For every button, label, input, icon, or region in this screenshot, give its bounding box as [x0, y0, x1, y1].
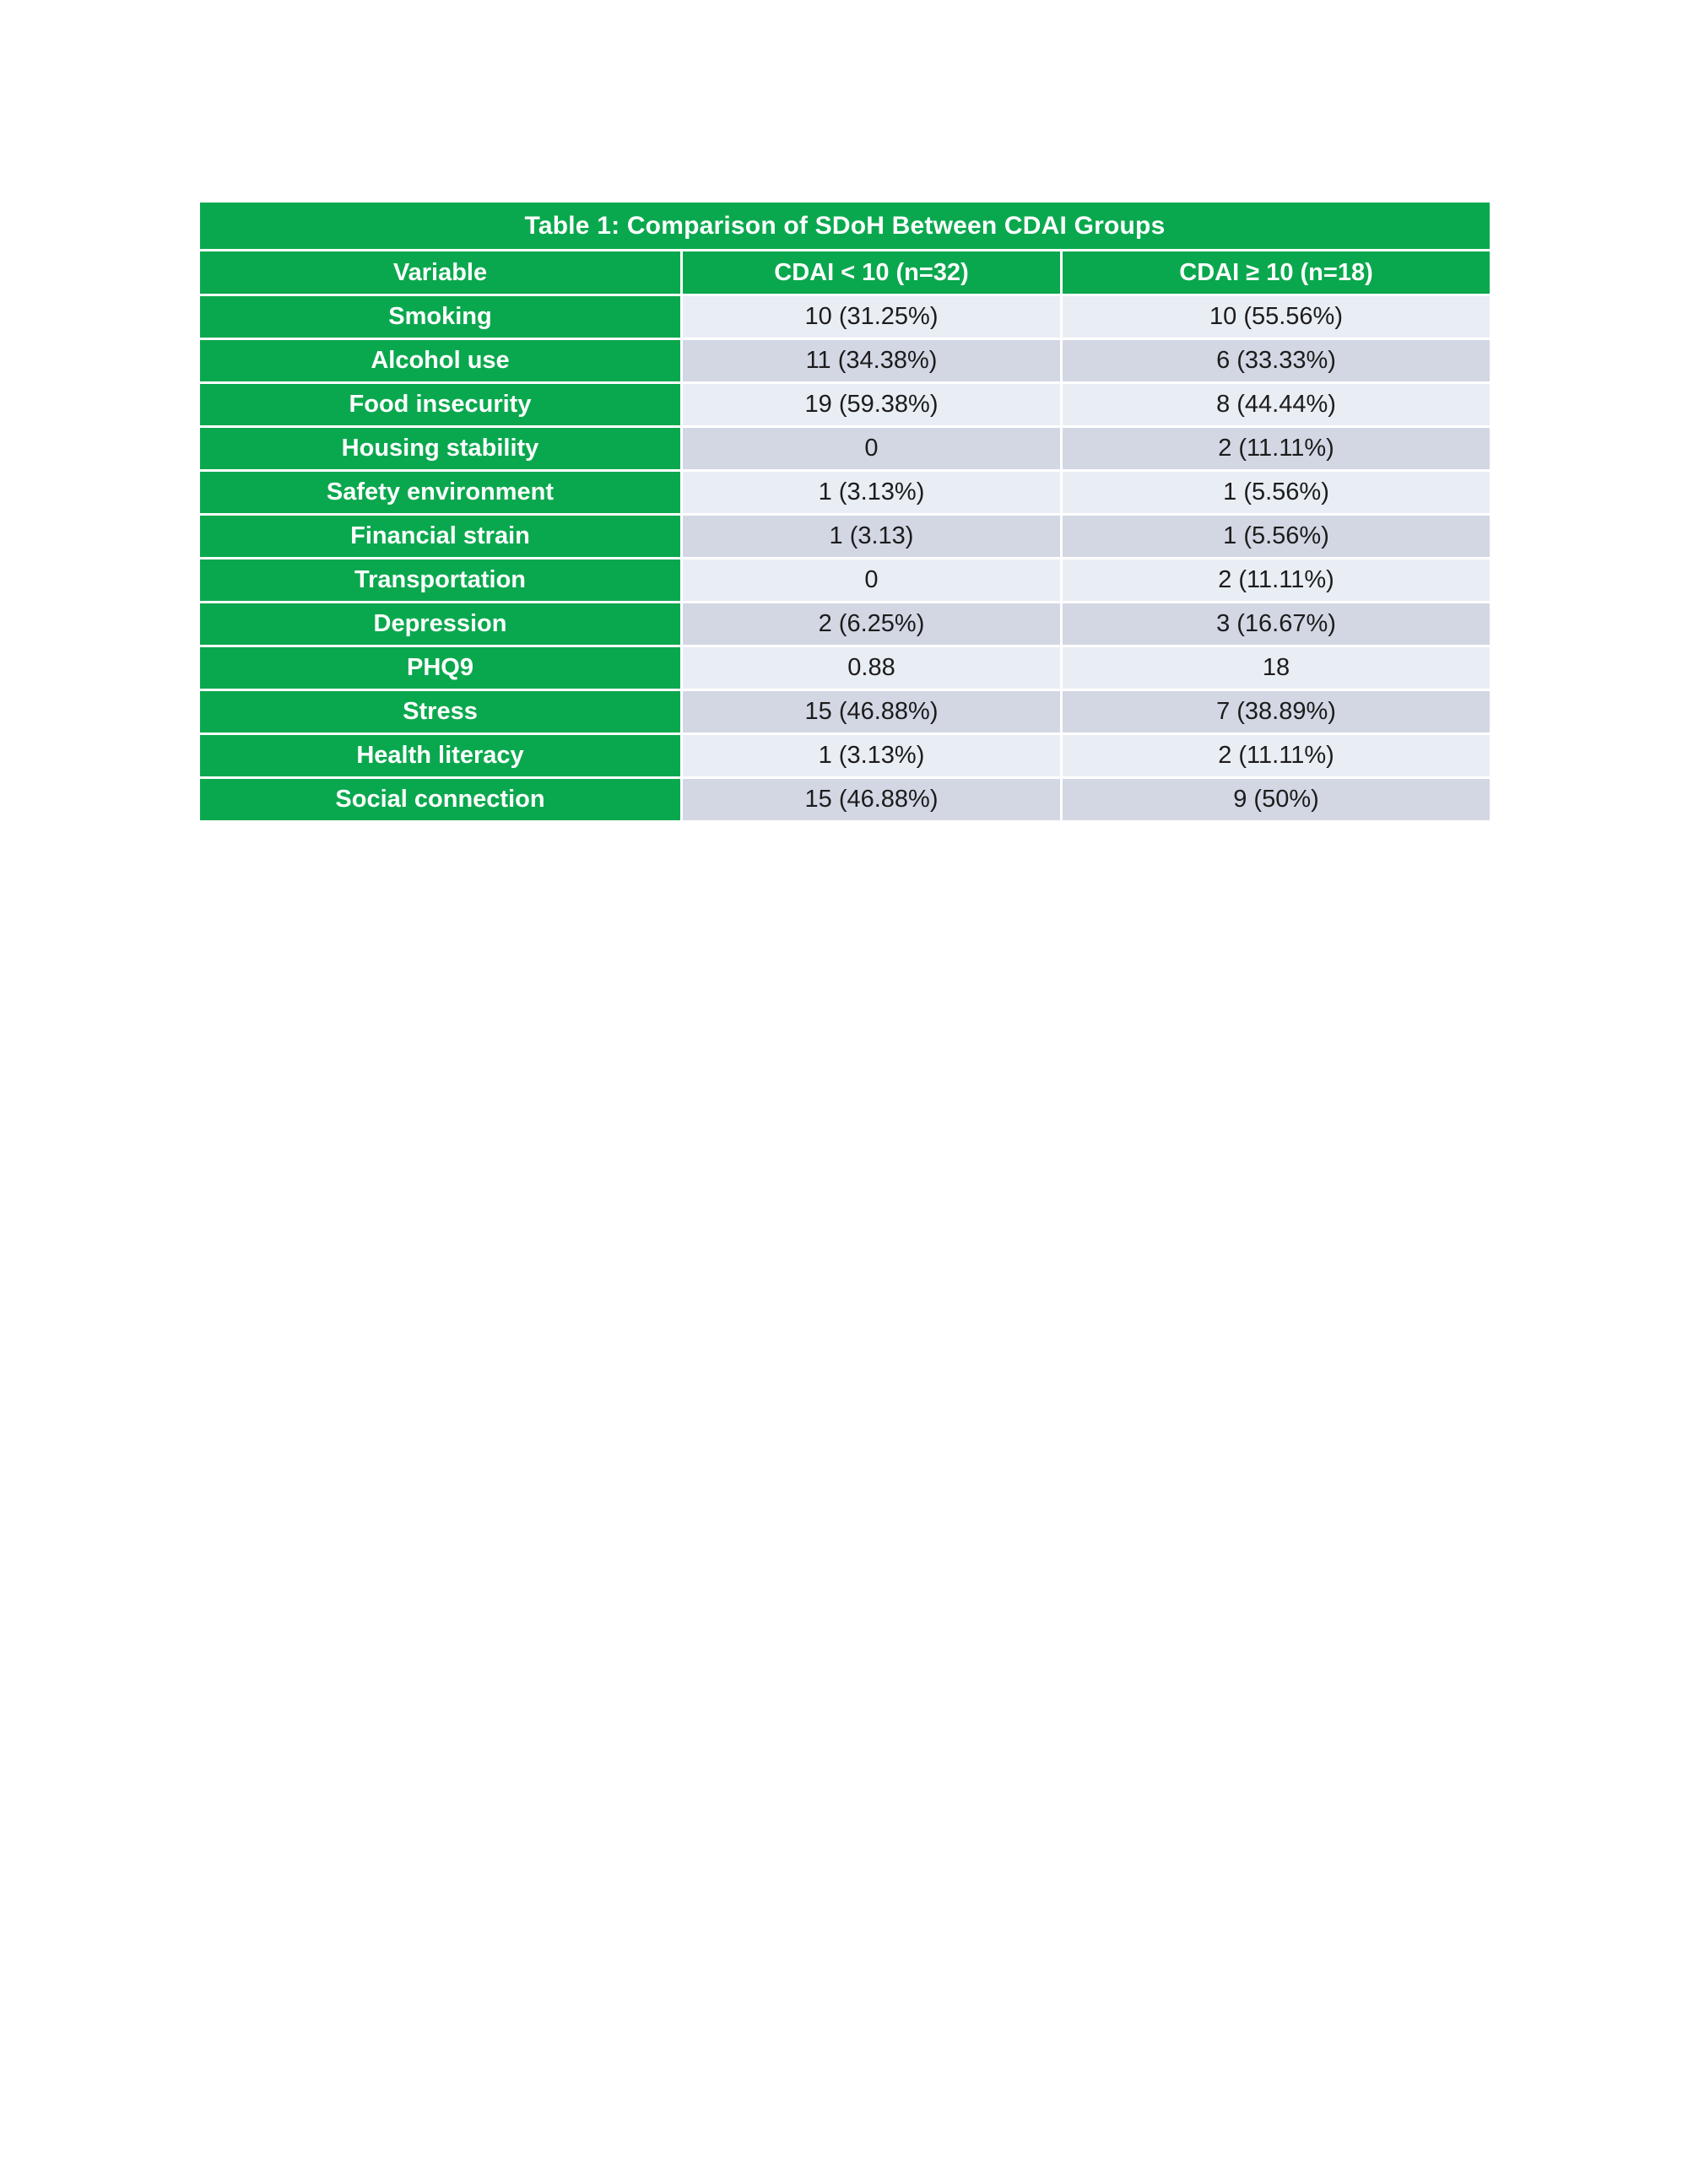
table-title: Table 1: Comparison of SDoH Between CDAI… — [197, 200, 1493, 251]
cell-value: 19 (59.38%) — [680, 381, 1063, 428]
table-header-row: Variable CDAI < 10 (n=32) CDAI ≥ 10 (n=1… — [197, 249, 1493, 296]
row-label: Alcohol use — [197, 338, 683, 384]
cell-value: 0 — [680, 557, 1063, 603]
cell-value: 7 (38.89%) — [1059, 689, 1493, 735]
row-label: Financial strain — [197, 513, 683, 560]
cell-value: 8 (44.44%) — [1059, 381, 1493, 428]
table-row-stress: Stress 15 (46.88%) 7 (38.89%) — [197, 689, 1493, 735]
cell-value: 1 (3.13%) — [680, 469, 1063, 516]
cell-value: 15 (46.88%) — [680, 689, 1063, 735]
cell-value: 1 (3.13) — [680, 513, 1063, 560]
cell-value: 2 (11.11%) — [1059, 557, 1493, 603]
cell-value: 10 (55.56%) — [1059, 294, 1493, 340]
table-row-social-connection: Social connection 15 (46.88%) 9 (50%) — [197, 776, 1493, 823]
table-row-housing-stability: Housing stability 0 2 (11.11%) — [197, 425, 1493, 472]
cell-value: 1 (5.56%) — [1059, 513, 1493, 560]
row-label: Housing stability — [197, 425, 683, 472]
cell-value: 10 (31.25%) — [680, 294, 1063, 340]
cell-value: 11 (34.38%) — [680, 338, 1063, 384]
cell-value: 1 (5.56%) — [1059, 469, 1493, 516]
cell-value: 0.88 — [680, 645, 1063, 691]
row-label: Health literacy — [197, 733, 683, 779]
table-row-depression: Depression 2 (6.25%) 3 (16.67%) — [197, 601, 1493, 647]
column-header-cdai-lt-10: CDAI < 10 (n=32) — [680, 249, 1063, 296]
cell-value: 2 (11.11%) — [1059, 425, 1493, 472]
cell-value: 0 — [680, 425, 1063, 472]
cell-value: 2 (11.11%) — [1059, 733, 1493, 779]
cell-value: 15 (46.88%) — [680, 776, 1063, 823]
cell-value: 3 (16.67%) — [1059, 601, 1493, 647]
row-label: PHQ9 — [197, 645, 683, 691]
cell-value: 1 (3.13%) — [680, 733, 1063, 779]
row-label: Depression — [197, 601, 683, 647]
row-label: Stress — [197, 689, 683, 735]
cell-value: 6 (33.33%) — [1059, 338, 1493, 384]
table-row-safety-environment: Safety environment 1 (3.13%) 1 (5.56%) — [197, 469, 1493, 516]
row-label: Social connection — [197, 776, 683, 823]
sdoh-comparison-table: Table 1: Comparison of SDoH Between CDAI… — [197, 200, 1493, 823]
row-label: Food insecurity — [197, 381, 683, 428]
row-label: Smoking — [197, 294, 683, 340]
row-label: Transportation — [197, 557, 683, 603]
table-row-phq9: PHQ9 0.88 18 — [197, 645, 1493, 691]
table-row-smoking: Smoking 10 (31.25%) 10 (55.56%) — [197, 294, 1493, 340]
table-row-financial-strain: Financial strain 1 (3.13) 1 (5.56%) — [197, 513, 1493, 560]
table-row-food-insecurity: Food insecurity 19 (59.38%) 8 (44.44%) — [197, 381, 1493, 428]
column-header-cdai-ge-10: CDAI ≥ 10 (n=18) — [1059, 249, 1493, 296]
table-row-health-literacy: Health literacy 1 (3.13%) 2 (11.11%) — [197, 733, 1493, 779]
table-row-alcohol-use: Alcohol use 11 (34.38%) 6 (33.33%) — [197, 338, 1493, 384]
cell-value: 18 — [1059, 645, 1493, 691]
table-row-transportation: Transportation 0 2 (11.11%) — [197, 557, 1493, 603]
cell-value: 2 (6.25%) — [680, 601, 1063, 647]
table-title-row: Table 1: Comparison of SDoH Between CDAI… — [197, 200, 1493, 251]
cell-value: 9 (50%) — [1059, 776, 1493, 823]
row-label: Safety environment — [197, 469, 683, 516]
column-header-variable: Variable — [197, 249, 683, 296]
